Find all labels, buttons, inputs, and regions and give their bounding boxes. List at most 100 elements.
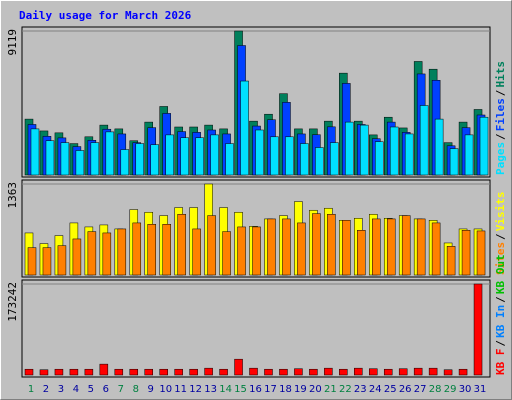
- x-tick-label: 21: [324, 384, 337, 395]
- bar: [234, 358, 243, 376]
- bar: [225, 143, 234, 176]
- x-tick-label: 29: [444, 384, 457, 395]
- x-tick-label: 27: [414, 384, 427, 395]
- bar: [375, 141, 384, 176]
- bar: [210, 134, 219, 176]
- x-tick-label: 17: [264, 384, 277, 395]
- bar: [413, 367, 423, 376]
- legend-entry: KB F: [494, 349, 507, 376]
- bar: [222, 231, 231, 276]
- bar: [147, 224, 156, 276]
- bar: [87, 231, 97, 276]
- bar: [90, 142, 100, 176]
- bar: [270, 136, 279, 176]
- bar: [117, 228, 127, 276]
- bar: [473, 283, 483, 376]
- bar: [383, 368, 393, 376]
- legend: Sites /Visits: [494, 192, 507, 276]
- x-tick-label: 18: [279, 384, 292, 395]
- bar: [57, 245, 67, 276]
- bar: [309, 368, 318, 376]
- legend-separator: /: [494, 90, 507, 97]
- x-tick-label: 13: [204, 384, 217, 395]
- bar: [39, 369, 49, 376]
- bar: [54, 368, 64, 376]
- bar: [132, 222, 142, 276]
- x-tick-label: 9: [148, 384, 154, 395]
- bar: [330, 142, 339, 176]
- bar: [479, 116, 489, 176]
- legend-entry: Pages: [494, 142, 507, 175]
- chart-title: Daily usage for March 2026: [19, 9, 192, 22]
- bar: [342, 220, 351, 276]
- bar: [150, 144, 159, 176]
- bar: [443, 369, 453, 376]
- legend-entry: Sites: [494, 242, 507, 275]
- x-tick-label: 5: [88, 384, 94, 395]
- bar: [60, 142, 70, 176]
- bar: [120, 149, 130, 176]
- bar: [177, 213, 186, 276]
- bar: [162, 224, 171, 276]
- bar: [189, 368, 198, 376]
- bar: [24, 368, 34, 376]
- bar: [419, 105, 429, 176]
- bar: [267, 218, 276, 276]
- bar: [99, 363, 109, 376]
- bar: [105, 131, 115, 176]
- legend-entry: Visits: [494, 192, 507, 232]
- bar: [249, 367, 258, 376]
- bar: [315, 147, 324, 176]
- legend-entry: KB Out: [494, 254, 507, 294]
- bar: [339, 368, 348, 376]
- bar: [255, 129, 264, 176]
- legend: Pages/Files/Hits: [494, 61, 507, 175]
- bar: [431, 222, 441, 276]
- x-tick-label: 31: [474, 384, 487, 395]
- bar: [312, 213, 321, 276]
- bar: [204, 367, 213, 376]
- x-tick-label: 1: [28, 384, 34, 395]
- bar: [75, 150, 85, 176]
- bar: [84, 368, 94, 376]
- bar: [300, 143, 309, 176]
- bar: [360, 124, 369, 176]
- legend-separator: /: [494, 233, 507, 240]
- bar: [398, 368, 408, 376]
- bar: [45, 140, 55, 176]
- bar: [207, 215, 216, 276]
- x-tick-label: 30: [459, 384, 472, 395]
- bar: [135, 143, 145, 176]
- bar: [372, 218, 381, 276]
- x-tick-label: 28: [429, 384, 442, 395]
- x-tick-label: 7: [118, 384, 124, 395]
- bar: [434, 118, 444, 176]
- bar: [297, 222, 306, 276]
- bar: [389, 126, 399, 176]
- bar: [252, 226, 261, 276]
- legend-separator: /: [494, 133, 507, 140]
- bar: [144, 368, 153, 376]
- bar: [449, 148, 459, 176]
- bar: [404, 133, 414, 176]
- bar: [165, 134, 174, 176]
- bar: [180, 137, 189, 176]
- bar: [237, 226, 246, 276]
- x-tick-label: 8: [133, 384, 139, 395]
- x-tick-label: 25: [384, 384, 397, 395]
- x-tick-label: 26: [399, 384, 412, 395]
- x-tick-label: 16: [249, 384, 262, 395]
- y-tick-label: 1363: [6, 182, 19, 209]
- legend-separator: /: [494, 296, 507, 303]
- bar: [27, 247, 37, 276]
- y-tick-label: 9119: [6, 29, 19, 56]
- bar: [42, 247, 52, 276]
- x-tick-label: 4: [73, 384, 79, 395]
- legend-entry: Hits: [494, 61, 507, 88]
- bar: [195, 137, 204, 176]
- bar: [357, 230, 366, 276]
- x-tick-label: 10: [159, 384, 172, 395]
- bar: [324, 367, 333, 376]
- bar: [72, 238, 82, 276]
